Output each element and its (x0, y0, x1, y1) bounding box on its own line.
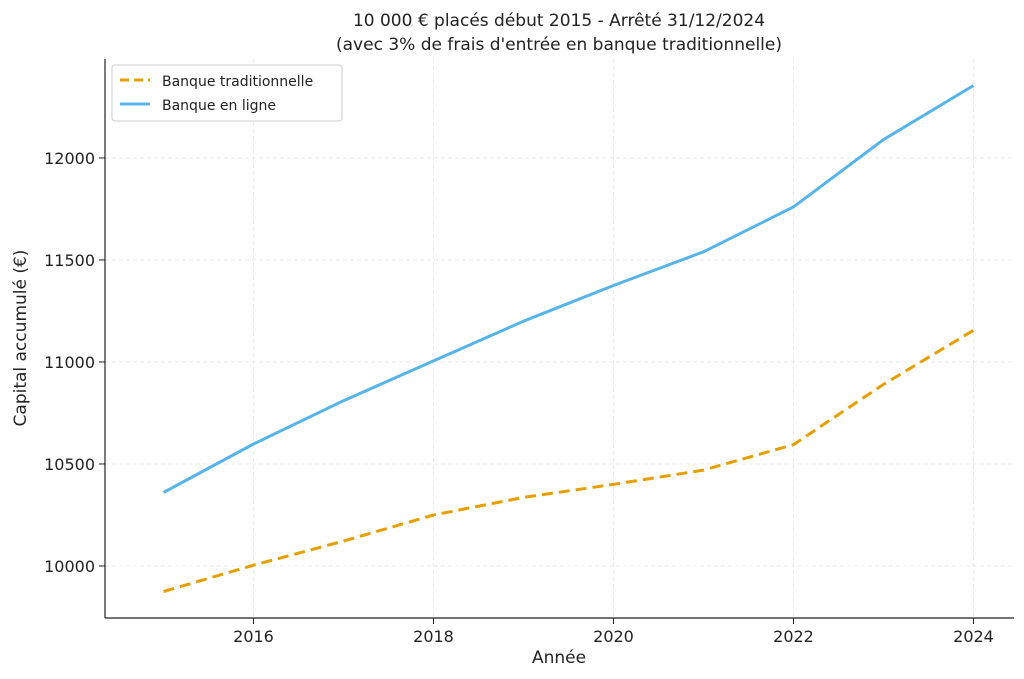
y-tick-label: 10000 (44, 557, 95, 576)
x-axis-label: Année (532, 648, 586, 668)
y-tick-label: 11000 (44, 353, 95, 372)
legend-box (111, 64, 343, 122)
y-tick-label: 11500 (44, 251, 95, 270)
x-tick-label: 2022 (773, 627, 814, 646)
legend: Banque traditionnelle Banque en ligne (111, 64, 343, 122)
y-tick-label: 10500 (44, 455, 95, 474)
x-tick-label: 2020 (593, 627, 634, 646)
grid (105, 59, 1014, 618)
series-line-banque-en-ligne (162, 84, 975, 494)
series-line-banque-traditionnelle (163, 329, 975, 593)
x-tick-label: 2016 (233, 627, 274, 646)
x-tick-label: 2018 (413, 627, 454, 646)
y-tick-label: 12000 (44, 149, 95, 168)
chart-subtitle: (avec 3% de frais d'entrée en banque tra… (336, 35, 782, 55)
x-tick-label: 2024 (953, 627, 994, 646)
y-axis-label: Capital accumulé (€) (11, 250, 31, 427)
legend-label-banque-traditionnelle: Banque traditionnelle (162, 74, 313, 90)
chart-title: 10 000 € placés début 2015 - Arrêté 31/1… (353, 11, 765, 31)
legend-label-banque-en-ligne: Banque en ligne (162, 98, 276, 114)
axes (104, 59, 1014, 619)
ticks: 2016 2018 2020 2022 2024 10000 10500 11000 11500… (44, 149, 994, 646)
series-lines (162, 84, 975, 593)
